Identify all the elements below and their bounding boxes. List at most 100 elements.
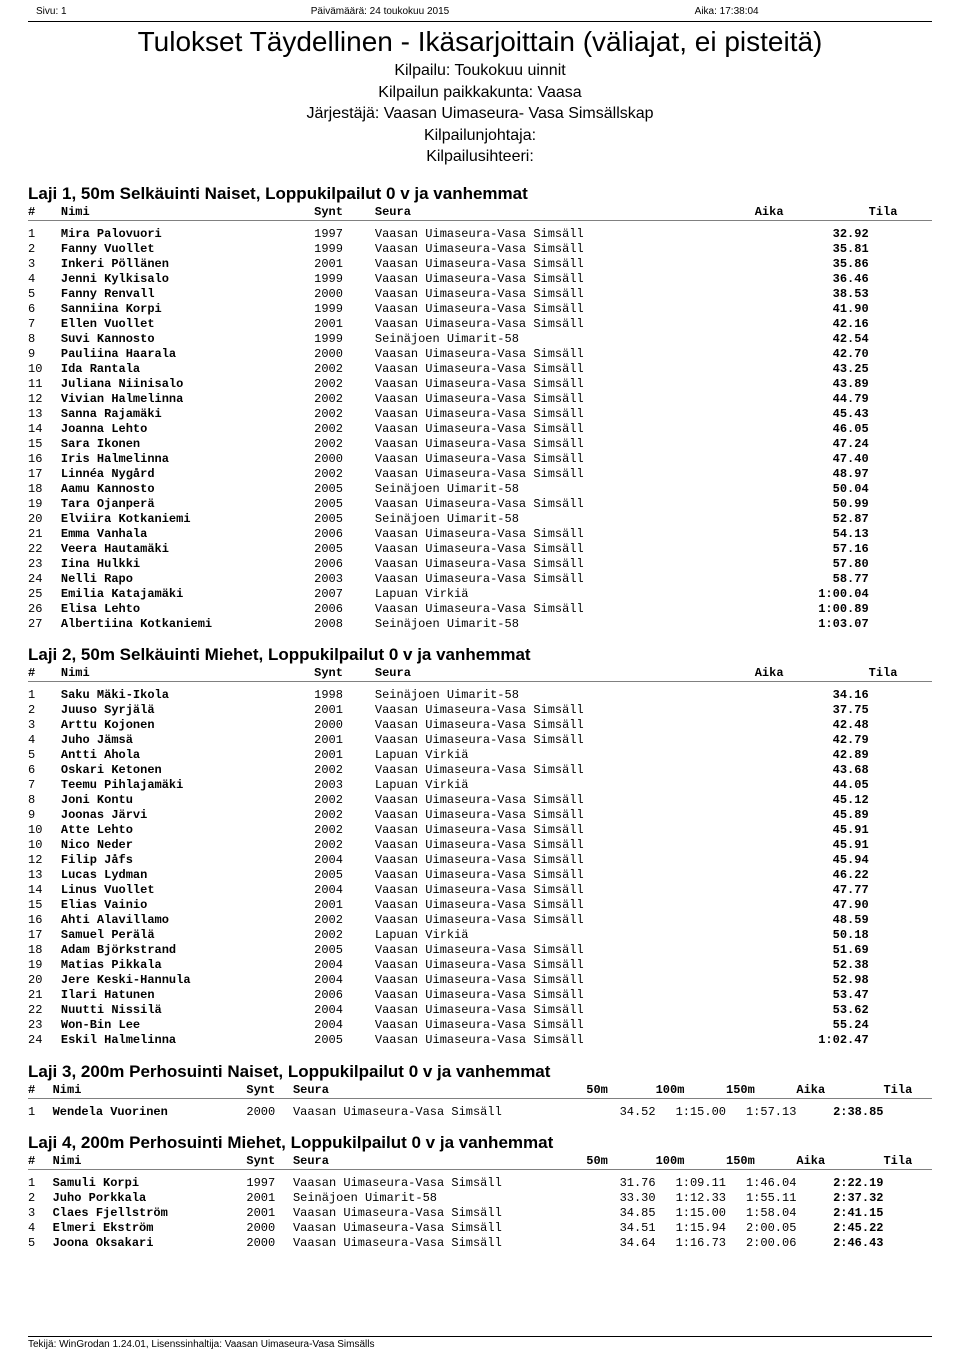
cell: 52.98 [755, 973, 869, 988]
cell: 2001 [246, 1206, 293, 1221]
event-heading: Laji 4, 200m Perhosuinti Miehet, Loppuki… [28, 1133, 932, 1153]
cell: 2002 [314, 838, 375, 853]
cell: 6 [28, 301, 61, 316]
header-divider [28, 21, 932, 22]
cell: 43.25 [755, 361, 869, 376]
cell: 11 [28, 376, 61, 391]
cell: 16 [28, 913, 61, 928]
cell: 5 [28, 1236, 53, 1251]
table-row: 1Samuli Korpi1997Vaasan Uimaseura-Vasa S… [28, 1170, 932, 1191]
cell: Juho Porkkala [53, 1191, 247, 1206]
cell: 10 [28, 838, 61, 853]
table-row: 22Nuutti Nissilä2004Vaasan Uimaseura-Vas… [28, 1003, 932, 1018]
cell: 2001 [314, 316, 375, 331]
cell: 58.77 [755, 571, 869, 586]
table-row: 5Fanny Renvall2000Vaasan Uimaseura-Vasa … [28, 286, 932, 301]
report-title: Tulokset Täydellinen - Ikäsarjoittain (v… [28, 26, 932, 58]
cell: Vaasan Uimaseura-Vasa Simsäll [293, 1098, 586, 1119]
cell: Seinäjoen Uimarit-58 [375, 481, 755, 496]
cell: 15 [28, 898, 61, 913]
cell: 2007 [314, 586, 375, 601]
cell [869, 733, 932, 748]
cell: 2000 [314, 346, 375, 361]
cell: 3 [28, 718, 61, 733]
cell [869, 376, 932, 391]
table-row: 23Won-Bin Lee2004Vaasan Uimaseura-Vasa S… [28, 1018, 932, 1033]
cell [869, 346, 932, 361]
cell: Juuso Syrjälä [61, 703, 314, 718]
cell: Vaasan Uimaseura-Vasa Simsäll [375, 793, 755, 808]
cell: Mira Palovuori [61, 220, 314, 241]
cell [883, 1191, 932, 1206]
cell: 14 [28, 883, 61, 898]
cell: 2:46.43 [796, 1236, 883, 1251]
cell [869, 958, 932, 973]
competition-secretary: Kilpailusihteeri: [28, 146, 932, 168]
cell: 1999 [314, 331, 375, 346]
table-row: 17Linnéa Nygård2002Vaasan Uimaseura-Vasa… [28, 466, 932, 481]
cell: 2006 [314, 526, 375, 541]
cell: Linus Vuollet [61, 883, 314, 898]
cell: 19 [28, 496, 61, 511]
cell: Lucas Lydman [61, 868, 314, 883]
cell: Seinäjoen Uimarit-58 [375, 616, 755, 631]
cell [869, 241, 932, 256]
cell: Ida Rantala [61, 361, 314, 376]
table-row: 20Jere Keski-Hannula2004Vaasan Uimaseura… [28, 973, 932, 988]
cell: Vaasan Uimaseura-Vasa Simsäll [375, 943, 755, 958]
table-row: 15Sara Ikonen2002Vaasan Uimaseura-Vasa S… [28, 436, 932, 451]
col-header: # [28, 1153, 53, 1170]
cell: 17 [28, 928, 61, 943]
cell [869, 556, 932, 571]
cell: Vaasan Uimaseura-Vasa Simsäll [375, 763, 755, 778]
col-header: Seura [293, 1082, 586, 1099]
event-heading: Laji 3, 200m Perhosuinti Naiset, Loppuki… [28, 1062, 932, 1082]
col-header: Nimi [53, 1082, 247, 1099]
cell: Vaasan Uimaseura-Vasa Simsäll [375, 436, 755, 451]
cell: 23 [28, 1018, 61, 1033]
col-header: Nimi [61, 204, 314, 221]
cell: 2:22.19 [796, 1170, 883, 1191]
cell: 34.51 [586, 1221, 655, 1236]
table-row: 1Wendela Vuorinen2000Vaasan Uimaseura-Va… [28, 1098, 932, 1119]
cell: 1999 [314, 271, 375, 286]
col-header: Tila [883, 1082, 932, 1099]
cell [869, 913, 932, 928]
cell: Vaasan Uimaseura-Vasa Simsäll [375, 1018, 755, 1033]
cell: 16 [28, 451, 61, 466]
cell [869, 682, 932, 703]
page-number: Sivu: 1 [36, 6, 265, 17]
table-row: 5Joona Oksakari2000Vaasan Uimaseura-Vasa… [28, 1236, 932, 1251]
cell: 38.53 [755, 286, 869, 301]
col-header: Aika [796, 1153, 883, 1170]
cell: Tara Ojanperä [61, 496, 314, 511]
cell: 1:02.47 [755, 1033, 869, 1048]
cell: 1 [28, 1170, 53, 1191]
col-header: 100m [656, 1153, 726, 1170]
table-row: 21Ilari Hatunen2006Vaasan Uimaseura-Vasa… [28, 988, 932, 1003]
col-header: Synt [314, 665, 375, 682]
cell: 42.70 [755, 346, 869, 361]
table-row: 18Adam Björkstrand2005Vaasan Uimaseura-V… [28, 943, 932, 958]
cell: 52.38 [755, 958, 869, 973]
cell: 2002 [314, 466, 375, 481]
cell: 2 [28, 241, 61, 256]
cell: 35.86 [755, 256, 869, 271]
cell: Emma Vanhala [61, 526, 314, 541]
cell: 37.75 [755, 703, 869, 718]
cell [869, 808, 932, 823]
table-row: 16Ahti Alavillamo2002Vaasan Uimaseura-Va… [28, 913, 932, 928]
cell: 1:57.13 [726, 1098, 796, 1119]
cell: Vaasan Uimaseura-Vasa Simsäll [375, 1033, 755, 1048]
cell [869, 853, 932, 868]
cell: Jere Keski-Hannula [61, 973, 314, 988]
col-header: Tila [869, 204, 932, 221]
cell: Elisa Lehto [61, 601, 314, 616]
cell: 2005 [314, 511, 375, 526]
results-table: #NimiSyntSeuraAikaTila1Saku Mäki-Ikola19… [28, 665, 932, 1048]
cell: Vaasan Uimaseura-Vasa Simsäll [293, 1221, 586, 1236]
table-row: 19Matias Pikkala2004Vaasan Uimaseura-Vas… [28, 958, 932, 973]
cell [869, 928, 932, 943]
cell: 53.47 [755, 988, 869, 1003]
page-date: Päivämäärä: 24 toukokuu 2015 [265, 6, 494, 17]
